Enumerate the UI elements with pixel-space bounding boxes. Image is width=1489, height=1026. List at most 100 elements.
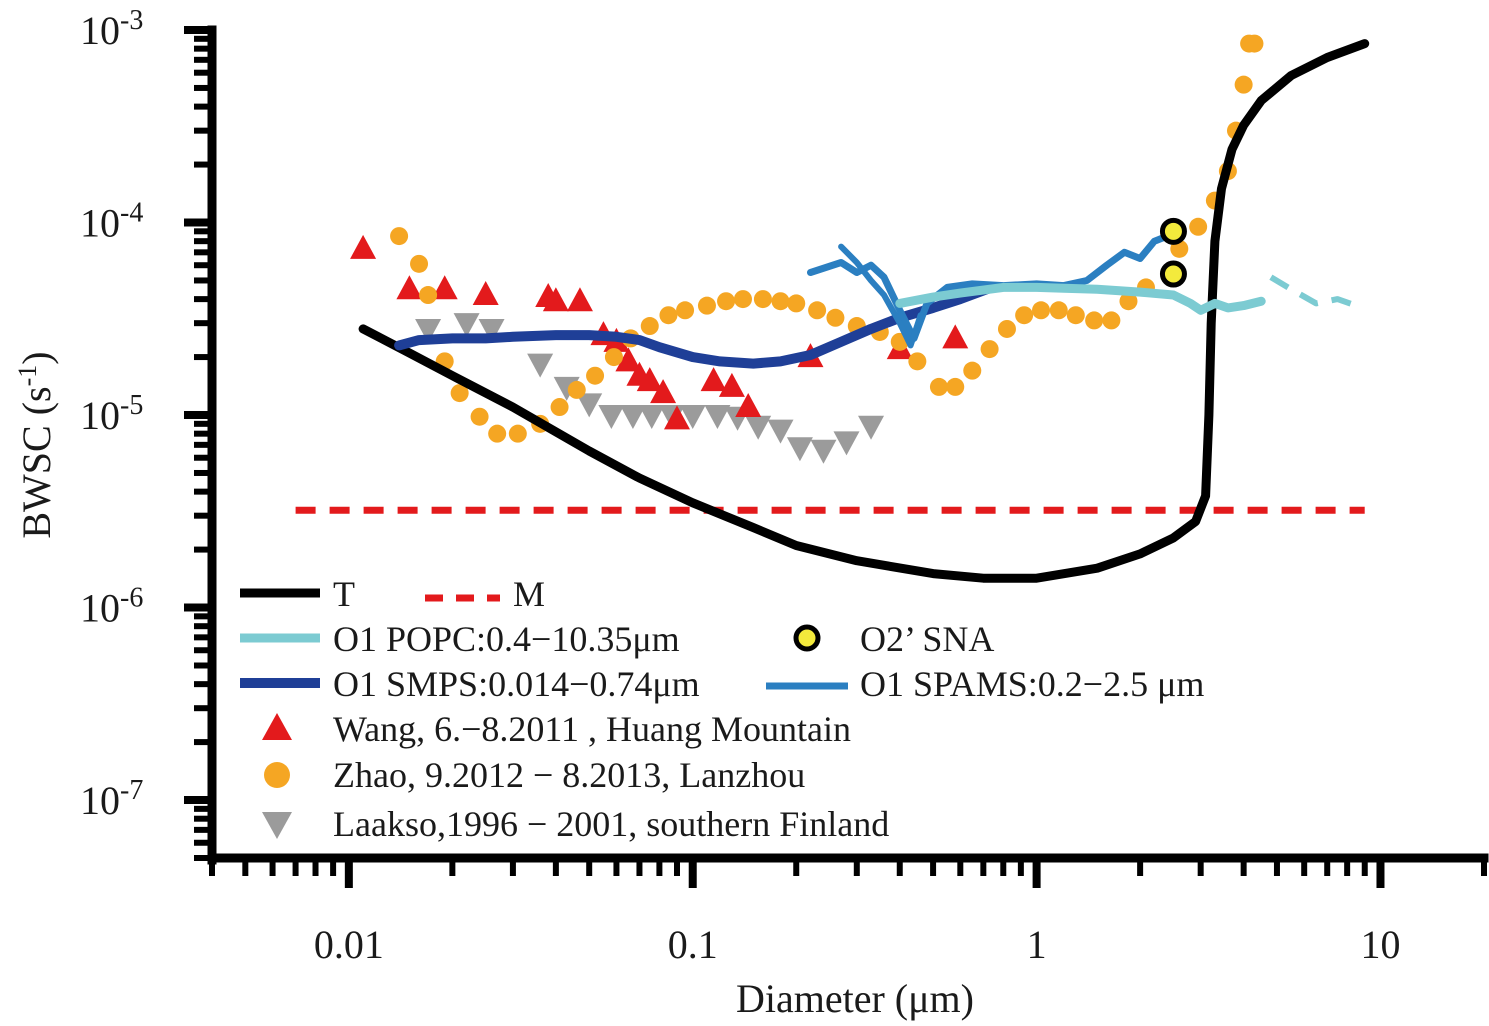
data-point [619,405,646,430]
legend-entry-spams: O1 SPAMS:0.2−2.5 μm [766,664,1204,704]
series-line [895,282,1266,315]
x-tick-label: 10 [1360,922,1400,967]
data-point [431,275,458,300]
data-point [733,290,752,309]
data-point [963,361,982,380]
data-point [615,347,642,372]
legend-entry-laakso: Laakso,1996 − 2001, southern Finland [262,804,889,844]
x-axis-title: Diameter (μm) [736,976,974,1021]
data-point [390,227,409,246]
data-point [566,287,593,312]
series-zhao [390,34,1264,443]
data-point [350,234,377,259]
data-point [488,424,507,443]
data-point [980,340,999,359]
data-point [908,352,927,371]
y-tick-label: 10-6 [80,582,143,631]
data-point [1032,301,1051,320]
y-tick-label-exp: -5 [120,390,143,421]
data-point [1234,75,1253,94]
y-tick-label-exp: -3 [120,5,143,36]
legend-swatch-wang [262,713,292,740]
series-smps [394,282,997,369]
data-point [650,379,677,404]
y-tick-label-base: 10 [80,586,120,631]
data-point [586,366,605,385]
legend-swatch-sna [793,624,821,652]
legend-swatch-zhao [264,762,290,788]
data-point [450,384,469,403]
series-layer [295,34,1370,583]
data-point [508,424,527,443]
data-point [1049,301,1068,320]
y-axis-title-close: ) [14,351,59,364]
data-point [640,317,659,336]
data-point [470,407,489,426]
legend-label-sna: O2’ SNA [860,619,994,659]
axes: 0.01 0.1 1 10 10-710-610-510-410-3 [80,5,1489,967]
data-point [771,292,790,311]
y-tick-label: 10-3 [80,5,143,54]
series-line [1269,274,1358,309]
data-point [717,292,736,311]
data-point [636,367,663,392]
y-tick-label-base: 10 [80,393,120,438]
y-axis-title-sup: -1 [13,365,42,387]
data-point [410,254,429,273]
data-point [550,398,569,417]
data-point [1159,260,1187,288]
legend-label-t: T [333,574,355,614]
y-tick-label-base: 10 [80,8,120,53]
data-point [1189,217,1208,236]
legend-entry-sna: O2’ SNA [793,619,994,659]
legend-swatch-laakso [262,812,292,839]
data-point [527,353,554,378]
data-point [826,308,845,327]
data-point [735,393,762,418]
data-point [1066,306,1085,325]
y-tick-label-exp: -4 [120,197,143,228]
legend-label-spams: O1 SPAMS:0.2−2.5 μm [860,664,1204,704]
data-point [942,324,969,349]
legend-label-smps: O1 SMPS:0.014−0.74μm [333,664,700,704]
data-point [767,419,794,444]
y-tick-label-base: 10 [80,778,120,823]
data-point [810,439,837,464]
series-line [807,227,1177,342]
data-point [833,431,860,456]
legend: T M O1 POPC:0.4−10.35μm O2’ SNA O1 SMPS:… [240,574,1204,844]
legend-label-laakso: Laakso,1996 − 2001, southern Finland [333,804,889,844]
series-line [838,243,924,349]
data-point [638,405,665,430]
data-point [478,318,505,343]
data-point [676,301,695,320]
data-point [858,415,885,440]
data-point [787,294,806,313]
y-tick-label-base: 10 [80,201,120,246]
data-point [659,306,678,325]
series-line [358,39,1370,583]
data-point [997,319,1016,338]
data-point [1119,292,1138,311]
y-tick-label-exp: -6 [120,582,143,613]
legend-label-zhao: Zhao, 9.2012 − 8.2013, Lanzhou [333,755,805,795]
data-point [567,380,586,399]
data-point [1245,34,1264,53]
data-point [419,286,438,305]
data-point [929,377,948,396]
series-spams-b [838,243,924,349]
data-point [700,367,727,392]
data-point [576,393,603,418]
data-point [753,290,772,309]
data-point [604,348,623,367]
series-t [358,39,1370,583]
legend-entry-t: T [240,574,355,614]
data-point [1085,311,1104,330]
legend-entry-smps: O1 SMPS:0.014−0.74μm [240,664,700,704]
data-point [808,301,827,320]
series-sna [1159,217,1187,288]
data-point [598,405,625,430]
y-tick-label: 10-7 [80,775,143,824]
x-tick-label: 0.1 [668,922,718,967]
